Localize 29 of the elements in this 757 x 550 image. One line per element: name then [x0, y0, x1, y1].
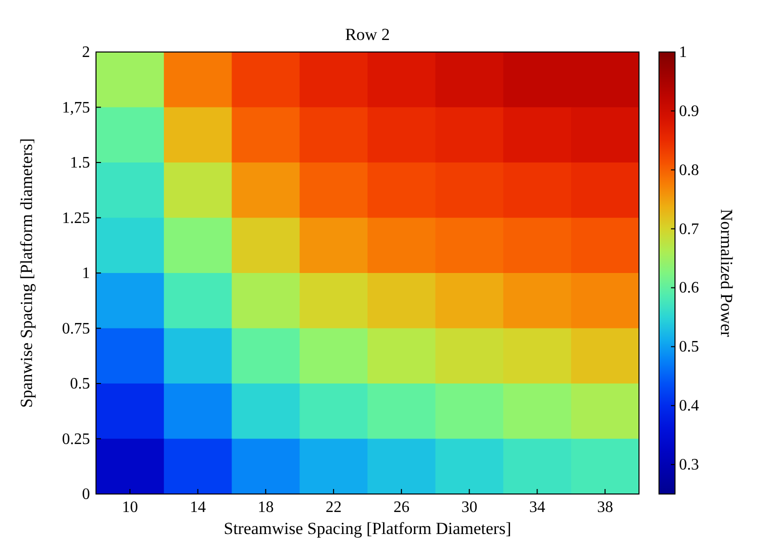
x-tick-label: 22 [326, 499, 342, 516]
chart-title: Row 2 [345, 25, 390, 44]
y-tick-label: 0 [82, 486, 90, 503]
color-bar-label: 0.5 [679, 338, 699, 356]
y-tick-label: 1 [82, 265, 90, 282]
color-bar-label: 0.7 [679, 220, 699, 238]
x-tick-label: 34 [529, 499, 546, 516]
color-bar-label: 0.9 [679, 102, 699, 120]
y-tick-label: 1.5 [70, 154, 90, 172]
y-tick-label: 2 [82, 44, 90, 61]
x-tick-label: 38 [597, 499, 614, 516]
color-bar-label: 0.6 [679, 280, 699, 297]
x-tick-label: 26 [393, 499, 410, 516]
y-axis-title: Spanwise Spacing [Platform diameters] [17, 138, 36, 408]
y-tick-label: 1.25 [62, 210, 90, 227]
y-tick-label: 0.5 [70, 376, 90, 392]
color-bar-label: 0.8 [679, 162, 699, 179]
x-tick-label: 18 [258, 499, 274, 516]
color-bar-title: Normalized Power [717, 209, 736, 338]
x-tick-label: 14 [190, 499, 206, 516]
x-tick-label: 30 [461, 499, 478, 516]
y-tick-label: 0.25 [62, 430, 90, 448]
x-axis-title: Streamwise Spacing [Platform Diameters] [224, 519, 512, 538]
y-tick-label: 0.75 [62, 320, 90, 338]
color-bar-label: 0.4 [679, 398, 699, 415]
y-tick-label: 1,75 [62, 99, 90, 116]
color-bar-label: 0.3 [679, 456, 699, 474]
color-bar-label: 1 [679, 44, 687, 61]
x-tick-label: 10 [122, 499, 138, 516]
